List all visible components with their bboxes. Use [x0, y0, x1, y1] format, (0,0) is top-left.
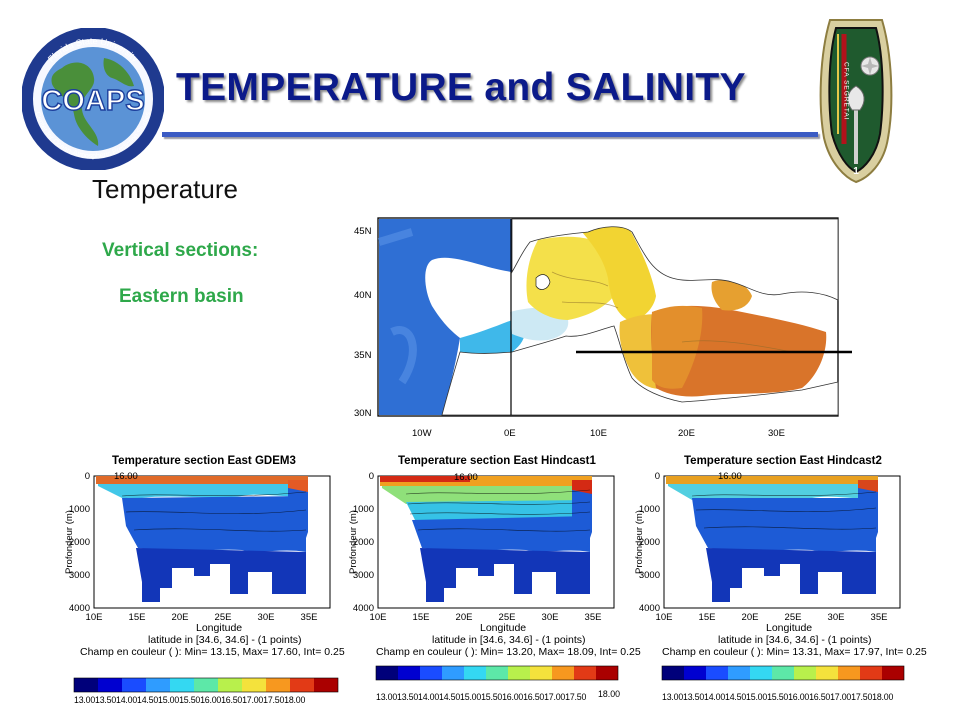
y-tick: 2000: [353, 537, 374, 548]
regiment-crest: CFA SEGRETAI 1: [819, 19, 893, 184]
section-title: Temperature section East Hindcast1: [398, 455, 596, 467]
y-axis-label: Profondeur (m): [348, 510, 359, 574]
x-tick: 30E: [542, 612, 559, 623]
x-axis-label: Longitude: [766, 622, 813, 634]
y-tick: 3000: [353, 570, 374, 581]
mediterranean-temperature-map: 45N 40N 35N 30N 10W 0E 10E 20E 30E: [354, 217, 852, 439]
x-tick: 20E: [172, 612, 189, 623]
y-tick: 1000: [353, 504, 374, 515]
y-tick: 0: [655, 471, 660, 482]
x-tick: 10E: [656, 612, 673, 623]
map-lon-label: 10W: [412, 428, 432, 439]
section-title: Temperature section East Hindcast2: [684, 455, 882, 467]
latitude-text: latitude in [34.6, 34.6] - (1 points): [432, 634, 586, 646]
x-tick: 25E: [215, 612, 232, 623]
map-lat-label: 40N: [354, 290, 372, 301]
y-tick: 0: [85, 471, 90, 482]
x-tick: 35E: [301, 612, 318, 623]
section-panel-hindcast2: 16.00 0 1000 2000 3000 4000 10E 15E 20E …: [632, 452, 932, 720]
y-tick: 0: [369, 471, 374, 482]
x-tick: 15E: [699, 612, 716, 623]
y-tick: 3000: [639, 570, 660, 581]
x-tick: 15E: [129, 612, 146, 623]
colorbar: [661, 665, 905, 681]
contour-label: 16.00: [718, 471, 742, 482]
subtitle-temperature: Temperature: [92, 174, 238, 204]
colorbar-labels: 13.0013.5014.0014.5015.0015.5016.0016.50…: [74, 695, 306, 705]
coaps-logo: Florida State University Center for Ocea…: [22, 28, 164, 170]
y-tick: 2000: [69, 537, 90, 548]
colorbar-labels: 13.0013.5014.0014.5015.0015.5016.0016.50…: [662, 692, 894, 702]
x-tick: 30E: [828, 612, 845, 623]
x-tick: 20E: [456, 612, 473, 623]
section-plot: [93, 475, 331, 609]
map-lat-label: 30N: [354, 408, 372, 419]
champ-text: Champ en couleur ( ): Min= 13.15, Max= 1…: [80, 646, 345, 658]
x-axis-label: Longitude: [480, 622, 527, 634]
section-plot: [377, 475, 615, 609]
vertical-sections-label: Vertical sections:: [102, 240, 259, 261]
x-tick: 10E: [86, 612, 103, 623]
x-tick: 25E: [499, 612, 516, 623]
colorbar: [375, 665, 619, 681]
colorbar-labels: 13.0013.5014.0014.5015.0015.5016.0016.50…: [376, 692, 587, 702]
contour-label: 16.00: [114, 471, 138, 482]
eastern-basin-label: Eastern basin: [119, 286, 244, 307]
latitude-text: latitude in [34.6, 34.6] - (1 points): [718, 634, 872, 646]
y-tick: 2000: [639, 537, 660, 548]
x-tick: 20E: [742, 612, 759, 623]
champ-text: Champ en couleur ( ): Min= 13.31, Max= 1…: [662, 646, 927, 658]
map-lat-label: 45N: [354, 226, 372, 237]
y-tick: 1000: [69, 504, 90, 515]
section-title: Temperature section East GDEM3: [112, 455, 296, 467]
champ-text: Champ en couleur ( ): Min= 13.20, Max= 1…: [376, 646, 641, 658]
contour-label: 16.00: [454, 472, 478, 483]
latitude-text: latitude in [34.6, 34.6] - (1 points): [148, 634, 302, 646]
map-lat-label: 35N: [354, 350, 372, 361]
x-tick: 30E: [258, 612, 275, 623]
section-plot: [663, 475, 901, 609]
x-tick: 35E: [585, 612, 602, 623]
y-axis-label: Profondeur (m): [64, 510, 75, 574]
map-lon-label: 10E: [590, 428, 607, 439]
map-lon-label: 0E: [504, 428, 516, 439]
x-tick: 10E: [370, 612, 387, 623]
y-tick: 1000: [639, 504, 660, 515]
crest-number: 1: [853, 166, 859, 177]
colorbar-max-label: 18.00: [598, 689, 621, 699]
y-tick: 3000: [69, 570, 90, 581]
y-axis-label: Profondeur (m): [634, 510, 645, 574]
section-panel-gdem3: 16.00 0 1000 2000 3000 4000 10E 15E 20E …: [62, 452, 362, 720]
y-tick: 4000: [353, 603, 374, 614]
map-lon-label: 20E: [678, 428, 695, 439]
colorbar: [73, 677, 339, 693]
logo-text: COAPS: [41, 85, 144, 117]
crest-text: CFA SEGRETAI: [843, 62, 850, 120]
x-tick: 35E: [871, 612, 888, 623]
y-tick: 4000: [69, 603, 90, 614]
title-underline: [162, 132, 818, 137]
x-tick: 25E: [785, 612, 802, 623]
page-title: TEMPERATURE and SALINITY: [176, 66, 746, 109]
x-tick: 15E: [413, 612, 430, 623]
y-tick: 4000: [639, 603, 660, 614]
map-lon-label: 30E: [768, 428, 785, 439]
section-panel-hindcast1: 16.00 0 1000 2000 3000 4000 10E 15E 20E …: [346, 452, 646, 720]
x-axis-label: Longitude: [196, 622, 243, 634]
